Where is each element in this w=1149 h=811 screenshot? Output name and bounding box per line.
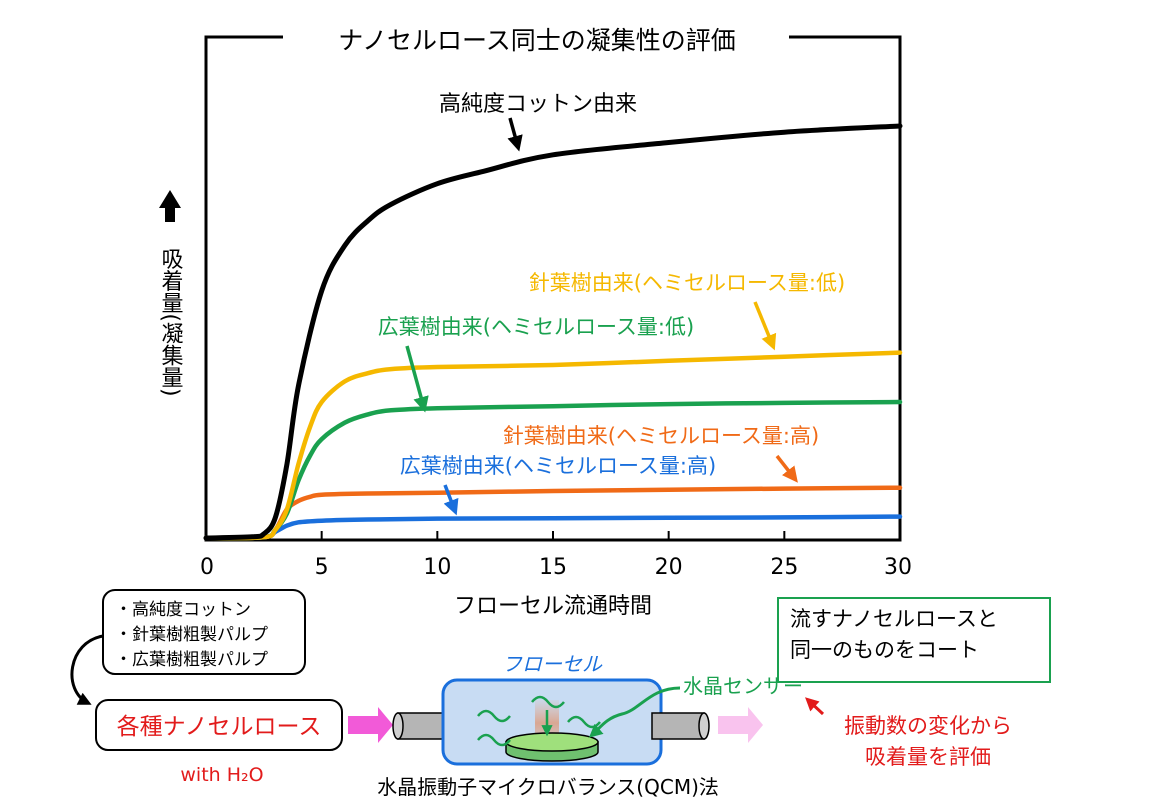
annotation-arrow-softwood-high — [775, 454, 798, 483]
inflow-arrow-icon — [348, 707, 393, 743]
annotation-arrow-softwood-low — [753, 301, 777, 351]
coating-note-box — [777, 597, 1051, 683]
series-line-0 — [203, 123, 903, 541]
outlet-pipe-end — [698, 712, 710, 740]
nanocellulose-wave-1 — [477, 709, 511, 723]
chart: ナノセルロース同士の凝集性の評価 吸着量(凝集量) 0 5 10 15 20 25 30 フ… — [158, 26, 913, 619]
x-tick-label-25: 25 — [770, 555, 798, 580]
legend-label-hardwood-low: 広葉樹由来(ヘミセルロース量:低) — [378, 315, 694, 339]
qcm-method-label: 水晶振動子マイクロバランス(QCM)法 — [377, 775, 719, 799]
nanocellulose-wave-2 — [477, 733, 511, 747]
x-tick-label-15: 15 — [539, 555, 567, 580]
source-item-cotton: ・高純度コットン — [115, 600, 251, 620]
coating-note-line1: 流すナノセルロースと — [790, 607, 998, 631]
series-layer — [203, 123, 903, 541]
sensor-disc-top — [505, 732, 599, 752]
inlet-pipe-end — [392, 712, 404, 740]
x-tick-label-0: 0 — [200, 555, 214, 580]
x-tick-label-5: 5 — [315, 555, 329, 580]
y-axis-up-arrow-icon — [159, 190, 181, 222]
source-list-box — [102, 589, 306, 675]
annotation-arrow-hardwood-low — [405, 345, 429, 413]
x-axis-label: フローセル流通時間 — [454, 594, 652, 619]
nanocellulose-label: 各種ナノセルロース — [117, 714, 322, 740]
evaluation-line1: 振動数の変化から — [844, 714, 1012, 738]
x-tick-label-20: 20 — [655, 555, 683, 580]
flow-cell-label: フローセル — [502, 652, 603, 676]
nanocellulose-wave-3 — [531, 695, 565, 709]
outflow-arrow-icon — [718, 707, 763, 743]
x-tick-label-10: 10 — [423, 555, 451, 580]
series-line-3 — [203, 485, 903, 541]
source-item-softwood: ・針葉樹粗製パルプ — [115, 625, 268, 645]
x-tick-label-30: 30 — [884, 555, 912, 580]
outlet-pipe — [651, 712, 705, 740]
chart-title: ナノセルロース同士の凝集性の評価 — [338, 26, 736, 55]
evaluation-pointer-arrow — [805, 697, 825, 716]
nanocellulose-box — [95, 699, 343, 751]
series-line-1 — [203, 350, 903, 541]
annotation-arrow-hardwood-high — [443, 484, 459, 516]
legend-label-cotton: 高純度コットン由来 — [439, 92, 637, 117]
legend-label-softwood-low: 針葉樹由来(ヘミセルロース量:低) — [529, 271, 845, 295]
legend-label-hardwood-high: 広葉樹由来(ヘミセルロース量:高) — [400, 454, 716, 478]
with-h2o-label: with H₂O — [180, 764, 263, 786]
sensor-pointer-arrow — [588, 686, 681, 738]
y-axis-label: 吸着量(凝集量) — [158, 247, 184, 396]
qcm-diagram: ・高純度コットン ・針葉樹粗製パルプ ・広葉樹粗製パルプ 各種ナノセルロース w… — [70, 589, 1051, 799]
legend-label-softwood-high: 針葉樹由来(ヘミセルロース量:高) — [503, 424, 819, 448]
source-item-hardwood: ・広葉樹粗製パルプ — [115, 650, 268, 670]
coating-note-line2: 同一のものをコート — [790, 638, 979, 662]
evaluation-line2: 吸着量を評価 — [865, 745, 991, 769]
annotation-arrow-cotton — [507, 117, 523, 152]
inlet-pipe — [397, 712, 451, 740]
x-axis: 0 5 10 15 20 25 30 — [200, 531, 912, 580]
curved-arrow — [70, 634, 104, 705]
